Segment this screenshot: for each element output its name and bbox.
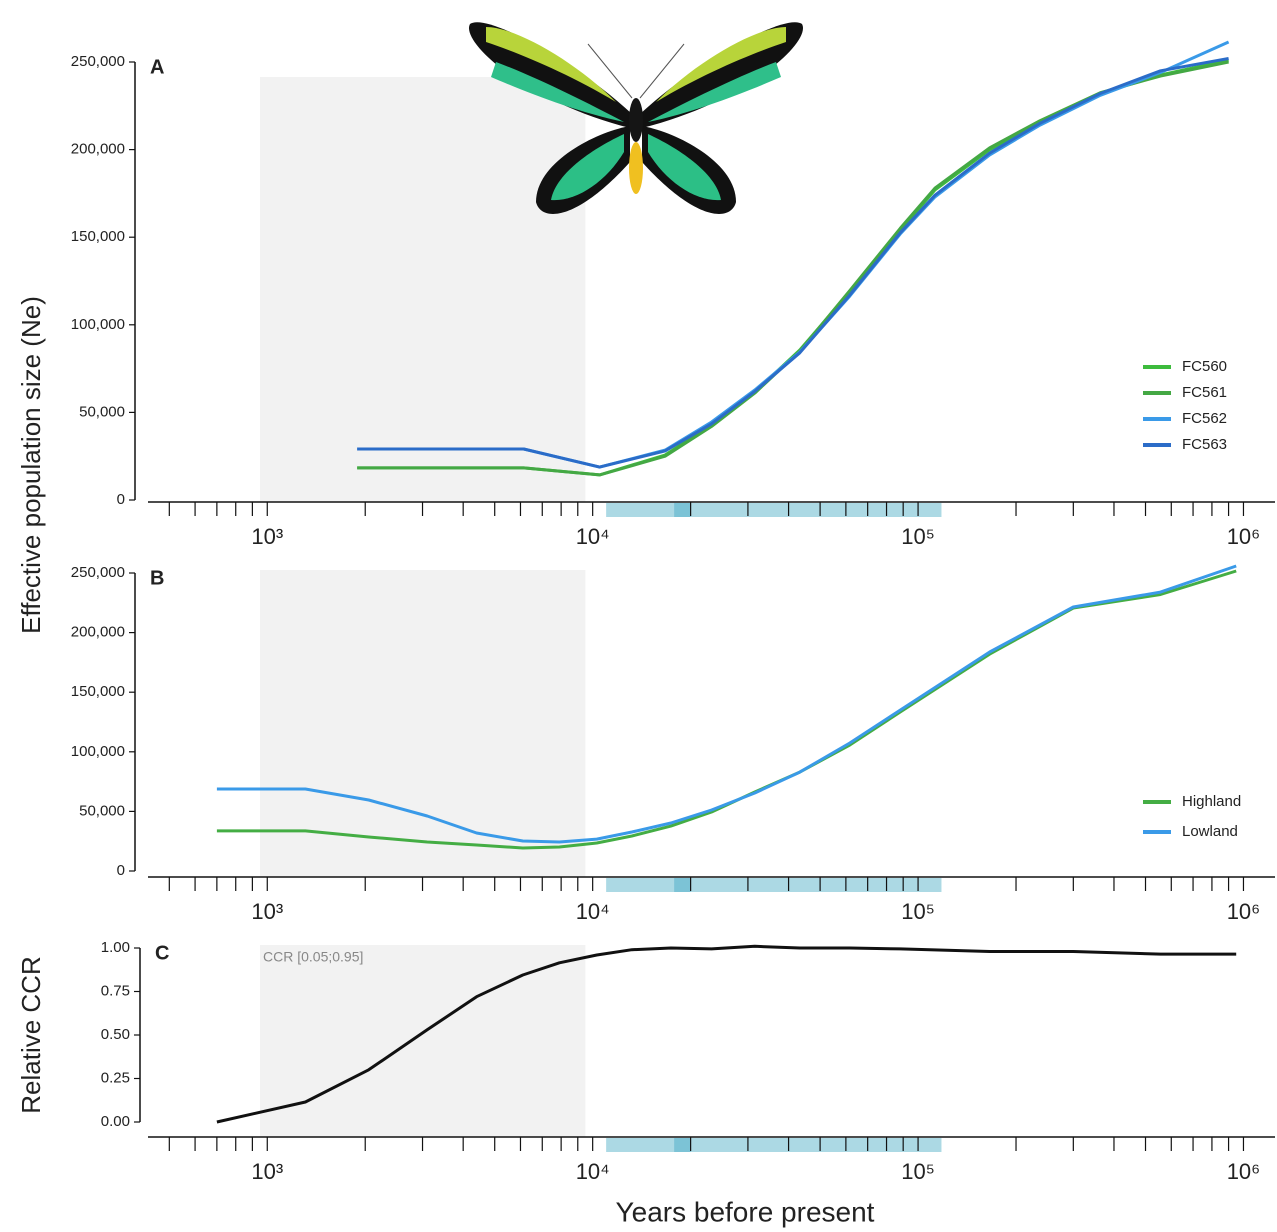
legend-label: FC560 xyxy=(1182,358,1227,375)
axis-band xyxy=(674,878,690,892)
shaded-region xyxy=(260,77,585,502)
y-tick-label: 250,000 xyxy=(71,564,125,581)
x-tick-label: 10⁴ xyxy=(576,1159,610,1184)
y-tick-label: 0.25 xyxy=(101,1069,130,1086)
y-tick-label: 0 xyxy=(117,862,125,879)
y-tick-label: 1.00 xyxy=(101,939,130,956)
legend-label: FC562 xyxy=(1182,410,1227,427)
y-tick-label: 200,000 xyxy=(71,141,125,158)
y-tick-label: 0 xyxy=(117,491,125,508)
panel-label: B xyxy=(150,567,164,589)
y-axis-title: Relative CCR xyxy=(16,956,46,1114)
legend-label: FC563 xyxy=(1182,436,1227,453)
shaded-region xyxy=(260,945,585,1137)
y-tick-label: 0.00 xyxy=(101,1113,130,1130)
y-tick-label: 250,000 xyxy=(71,53,125,70)
panel-label: C xyxy=(155,942,169,964)
axis-band xyxy=(606,503,941,517)
panel-label: A xyxy=(150,56,164,78)
legend-label: Highland xyxy=(1182,793,1241,810)
x-tick-label: 10⁵ xyxy=(901,899,935,924)
x-tick-label: 10⁶ xyxy=(1227,524,1261,549)
x-tick-label: 10⁵ xyxy=(901,1159,935,1184)
y-tick-label: 50,000 xyxy=(79,802,125,819)
x-tick-label: 10³ xyxy=(251,899,283,924)
x-tick-label: 10⁶ xyxy=(1227,899,1261,924)
axis-band xyxy=(606,878,941,892)
legend-label: Lowland xyxy=(1182,823,1238,840)
x-tick-label: 10⁴ xyxy=(576,524,610,549)
axis-band xyxy=(674,1138,690,1152)
y-tick-label: 100,000 xyxy=(71,316,125,333)
background-layer xyxy=(260,77,585,1137)
x-tick-label: 10⁵ xyxy=(901,524,935,549)
x-tick-label: 10³ xyxy=(251,524,283,549)
y-tick-label: 0.50 xyxy=(101,1026,130,1043)
figure: 10³ 10⁴ 10⁵ 10⁶ 0 50,000 100,000 150,000 200,000… xyxy=(0,0,1277,1232)
annotation: CCR [0.05;0.95] xyxy=(263,949,363,965)
y-tick-label: 100,000 xyxy=(71,743,125,760)
chart-layer: 10³ 10⁴ 10⁵ 10⁶ 0 50,000 100,000 150,000 200,000… xyxy=(16,42,1275,1227)
x-tick-label: 10⁶ xyxy=(1227,1159,1261,1184)
x-tick-label: 10⁴ xyxy=(576,899,610,924)
x-tick-label: 10³ xyxy=(251,1159,283,1184)
y-tick-label: 0.75 xyxy=(101,982,130,999)
axis-band xyxy=(674,503,690,517)
axis-band xyxy=(606,1138,941,1152)
y-axis-title: Effective population size (Ne) xyxy=(16,296,46,634)
legend-label: FC561 xyxy=(1182,384,1227,401)
y-tick-label: 50,000 xyxy=(79,403,125,420)
y-tick-label: 150,000 xyxy=(71,228,125,245)
y-tick-label: 150,000 xyxy=(71,683,125,700)
y-tick-label: 200,000 xyxy=(71,624,125,641)
x-axis-title: Years before present xyxy=(616,1196,875,1227)
